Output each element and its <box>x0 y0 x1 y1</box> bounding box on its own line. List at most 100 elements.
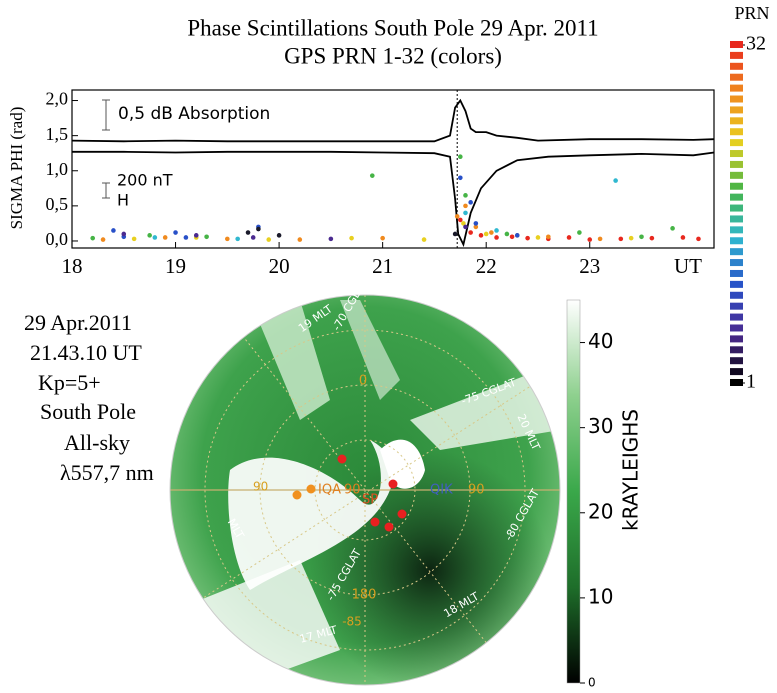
x-tick-label: 19 <box>165 254 186 278</box>
colorbar-segment <box>730 269 743 277</box>
all-sky-image: 19 MLT -70 CGLAT 0 -75 CGLAT 20 MLT 90 Q… <box>169 277 561 686</box>
scatter-point <box>494 235 499 240</box>
colorbar-segment <box>730 128 743 136</box>
colorbar-segment <box>730 357 743 365</box>
colorbar-segment <box>730 302 743 310</box>
scatter-point <box>454 214 460 219</box>
scatter-point <box>256 226 261 232</box>
scatter-point <box>504 231 510 237</box>
scatter-point <box>349 235 354 241</box>
colorbar-segment <box>730 41 743 48</box>
colorbar-segment <box>730 73 743 81</box>
curve <box>71 98 715 143</box>
colorbar-segment <box>730 106 743 114</box>
scatter-point <box>639 234 644 240</box>
colorbar-segment <box>730 335 743 343</box>
scatter-point <box>204 234 209 240</box>
colorbar-segment <box>730 193 743 201</box>
caption-line: 21.43.10 UT <box>30 340 142 365</box>
scatter-point <box>111 228 116 233</box>
scatter-point <box>90 235 96 241</box>
colorbar-tick-label: 20 <box>588 499 613 523</box>
colorbar-segment <box>730 95 743 103</box>
y-tick-label: 2,0 <box>46 89 69 109</box>
scatter-point <box>245 230 251 235</box>
scatter-point <box>266 237 272 242</box>
colorbar-segment <box>730 368 743 376</box>
scatter-point <box>461 221 466 226</box>
curve <box>72 150 715 248</box>
scatter-point <box>509 234 515 240</box>
colorbar-segment <box>730 171 743 179</box>
scatter-point <box>458 217 463 223</box>
chart-subtitle: GPS PRN 1-32 (colors) <box>284 43 502 68</box>
y-tick-label: 0,5 <box>46 194 69 214</box>
scatter-point <box>173 230 178 235</box>
scale-bar <box>102 182 110 199</box>
scatter-point <box>618 236 624 242</box>
colorbar-segment <box>730 379 743 386</box>
x-axis-label: UT <box>674 254 702 278</box>
legend-scale: 200 nT <box>117 171 173 190</box>
scatter-point <box>235 236 240 242</box>
scatter-point <box>494 228 499 233</box>
scatter-point <box>597 236 603 242</box>
colorbar-segment <box>730 51 743 59</box>
map-label: QIK <box>430 483 453 498</box>
scale-bar <box>102 99 110 131</box>
scatter-point <box>152 235 158 240</box>
scatter-point <box>535 235 541 240</box>
scatter-point <box>670 226 675 231</box>
colorbar-segment <box>730 84 743 92</box>
colorbar-segment <box>730 259 743 267</box>
map-label: -85 <box>342 615 362 629</box>
legend-label: 0,5 dB Absorption <box>118 104 270 124</box>
scatter-point <box>463 203 468 209</box>
map-label: IQA <box>318 483 341 498</box>
scatter-point <box>577 230 582 235</box>
colorbar-segment <box>730 62 743 70</box>
aurora <box>380 439 425 489</box>
scatter-point <box>514 233 520 238</box>
scatter-point <box>696 236 701 242</box>
plot-frame <box>71 89 715 249</box>
scatter-point <box>162 235 168 240</box>
scatter-point <box>452 231 458 237</box>
scatter-point <box>131 236 137 242</box>
x-tick-label: 22 <box>476 254 497 278</box>
scatter-point <box>613 178 618 183</box>
sky-edge <box>169 294 561 686</box>
scatter-point <box>649 235 655 241</box>
sky-caption: 29 Apr.2011 21.43.10 UT Kp=5+ South Pole… <box>24 310 154 485</box>
x-tick-label: 21 <box>372 254 393 278</box>
colorbar-segment <box>730 150 743 158</box>
caption-line: λ557,7 nm <box>60 460 154 485</box>
colorbar-segment <box>730 139 743 147</box>
colorbar-segment <box>730 215 743 223</box>
scatter-point <box>478 233 484 238</box>
colorbar-tick-label: 10 <box>588 584 613 608</box>
scatter-point <box>489 230 494 235</box>
map-label: SP <box>362 493 378 508</box>
scatter-point <box>463 210 468 216</box>
scatter-point <box>546 234 551 240</box>
caption-line: Kp=5+ <box>38 370 101 395</box>
scatter-point <box>100 237 106 242</box>
y-tick-label: 1,0 <box>46 159 69 179</box>
station-dots <box>337 454 407 532</box>
x-tick-label: 20 <box>269 254 290 278</box>
scatter-point <box>468 230 473 235</box>
scatter-point <box>369 173 375 178</box>
caption-line: All-sky <box>64 430 130 455</box>
colorbar-segment <box>730 237 743 245</box>
map-label: 90 <box>468 483 485 498</box>
caption-line: 29 Apr.2011 <box>24 310 132 335</box>
scatter-point <box>250 235 256 240</box>
scatter-point <box>566 235 572 240</box>
scatter-point <box>463 193 468 198</box>
colorbar-label: kRAYLEIGHS <box>619 409 643 531</box>
map-label: 90 <box>344 483 361 498</box>
scatter-point <box>473 221 479 226</box>
scatter-point <box>225 236 230 242</box>
aurora <box>410 370 560 450</box>
